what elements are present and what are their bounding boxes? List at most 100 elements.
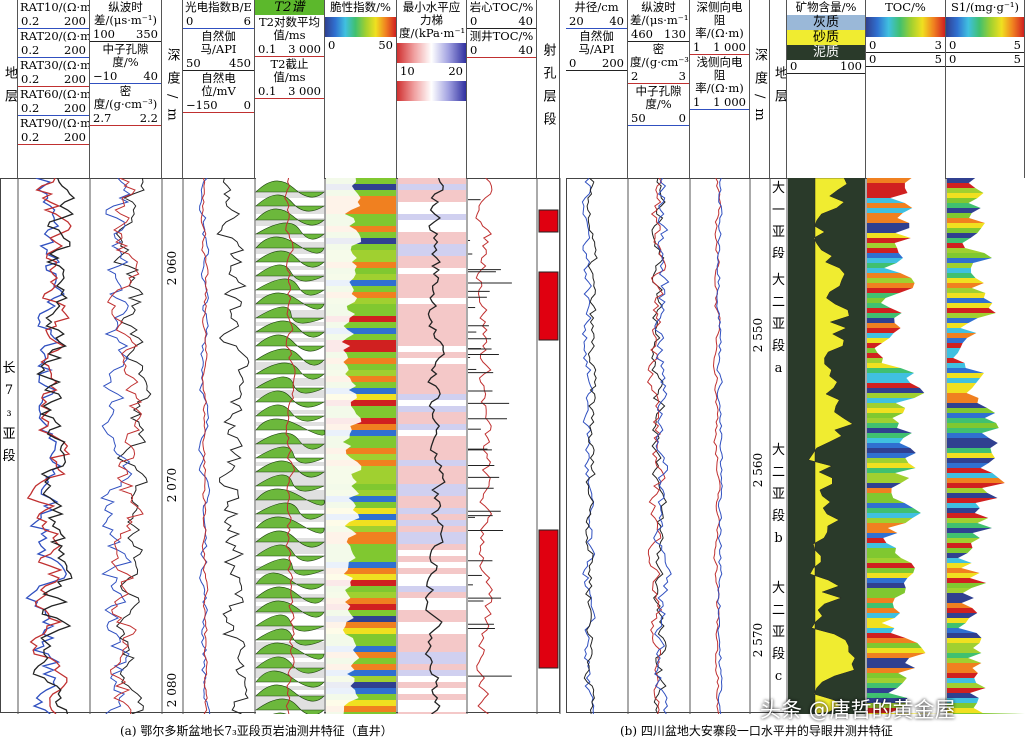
t2-band xyxy=(256,374,324,378)
t2-band xyxy=(256,250,324,254)
geochem-band xyxy=(867,658,945,663)
stress-band xyxy=(398,700,466,706)
brittleness-band xyxy=(326,388,396,394)
brittleness-band xyxy=(326,502,396,508)
t2-spectrum xyxy=(254,446,325,464)
stress-band xyxy=(398,604,466,610)
t2-band xyxy=(256,542,324,546)
brittleness-band xyxy=(326,394,396,400)
track-label: 自然伽马/API xyxy=(200,29,237,56)
header-cell: 最小水平应力梯度/(kPa·m⁻¹) 10 20 xyxy=(397,0,467,178)
scale-min: 1 xyxy=(693,40,701,54)
scale-max: 40 xyxy=(518,14,533,28)
geochem-band xyxy=(867,463,945,468)
stress-band xyxy=(398,484,466,490)
t2-band xyxy=(256,618,324,622)
watermark: 头条 @唐哲的黄金屋 xyxy=(760,698,956,722)
stress-band xyxy=(398,382,466,388)
brittleness-band xyxy=(326,556,396,562)
t2-band xyxy=(256,178,324,182)
log-curve xyxy=(646,178,667,714)
track-label: 光电指数B/E xyxy=(185,0,252,14)
perforation xyxy=(538,209,559,233)
scale-row: 0.2 200 xyxy=(18,73,89,87)
brittleness-band xyxy=(326,670,396,676)
geochem-band xyxy=(947,468,1025,473)
brittleness-band xyxy=(326,598,396,604)
t2-spectrum xyxy=(254,362,325,380)
brittleness-band xyxy=(326,184,396,190)
t2-band xyxy=(256,642,324,646)
scale-min: −10 xyxy=(93,69,118,83)
log-curve xyxy=(284,178,296,714)
brittleness-band xyxy=(326,538,396,544)
brittleness-band xyxy=(326,436,396,442)
scale-min: 0 xyxy=(569,56,577,70)
brittleness-band xyxy=(326,592,396,598)
stress-band xyxy=(398,310,466,316)
scale-min: 50 xyxy=(631,111,646,125)
scale-min: 2.7 xyxy=(93,111,112,125)
geochem-band xyxy=(867,203,945,208)
stress-band xyxy=(398,508,466,514)
t2-spectrum xyxy=(255,334,325,352)
header-vertical: 射孔层段 xyxy=(540,43,556,135)
track-label: 自然伽马/API xyxy=(578,29,615,56)
scale-min: 0 xyxy=(869,38,877,52)
scale-min: 20 xyxy=(569,14,584,28)
log-curve xyxy=(106,178,144,714)
scale-min: 460 xyxy=(631,27,653,41)
stress-band xyxy=(398,520,466,526)
geochem-band xyxy=(867,188,945,193)
brittleness-band xyxy=(326,676,396,682)
t2-band xyxy=(256,614,324,618)
t2-spectrum xyxy=(255,236,325,254)
stress-band xyxy=(398,388,466,394)
track-label: S1/(mg·g⁻¹) xyxy=(950,0,1019,14)
scale-max: 200 xyxy=(64,101,86,115)
header-cell: 纵波时差/(μs·m⁻¹) 100 350 中子孔隙度/% −10 40 密度/(g·cm⁻… xyxy=(90,0,162,178)
stress-band xyxy=(398,238,466,244)
stratum-text: 长7₃亚段 xyxy=(2,361,16,464)
header-cell: 地层 xyxy=(770,0,787,178)
brittleness-band xyxy=(326,484,396,490)
brittleness-band xyxy=(326,214,396,220)
track-label: 矿物含量/% xyxy=(795,0,857,14)
stress-band xyxy=(398,418,466,424)
brittleness-band xyxy=(326,454,396,460)
brittleness-band xyxy=(326,208,396,214)
geochem-band xyxy=(947,493,1025,498)
scale-row: 460 130 xyxy=(628,28,689,42)
scale-max: 130 xyxy=(664,27,686,41)
brittleness-band xyxy=(326,712,396,714)
brittleness-band xyxy=(326,532,396,538)
header-vertical: 深度/m xyxy=(752,47,767,131)
scale-max: 2.2 xyxy=(139,111,158,125)
scale-max: 350 xyxy=(136,27,158,41)
brittleness-band xyxy=(326,346,396,352)
t2-spectrum xyxy=(255,670,325,688)
stress-band xyxy=(398,262,466,268)
scale-min: 0 xyxy=(790,59,798,73)
geochem-band xyxy=(867,508,945,513)
t2-band xyxy=(256,546,324,550)
brittleness-band xyxy=(326,364,396,370)
brittleness-band xyxy=(326,334,396,340)
t2-band xyxy=(256,430,324,434)
brittleness-band xyxy=(326,706,396,712)
brittleness-band xyxy=(326,298,396,304)
stratum-text: 大一亚段 xyxy=(772,181,786,258)
scale-row: 50 0 xyxy=(628,112,689,126)
track-label: 岩心TOC/% xyxy=(469,0,534,14)
stratum-label: 大一亚段 xyxy=(772,181,786,258)
stress-band xyxy=(398,184,466,190)
caption: (b) 四川盆地大安寨段一口水平井的导眼井测井特征 xyxy=(620,724,893,738)
stratum-label: 大二亚段c xyxy=(772,581,785,684)
brittleness-band xyxy=(326,658,396,664)
scale-row: 10 20 xyxy=(397,65,466,79)
stress-band xyxy=(398,256,466,262)
t2-band xyxy=(256,334,324,338)
track-label: RAT90/(Ω·m) xyxy=(20,116,90,130)
